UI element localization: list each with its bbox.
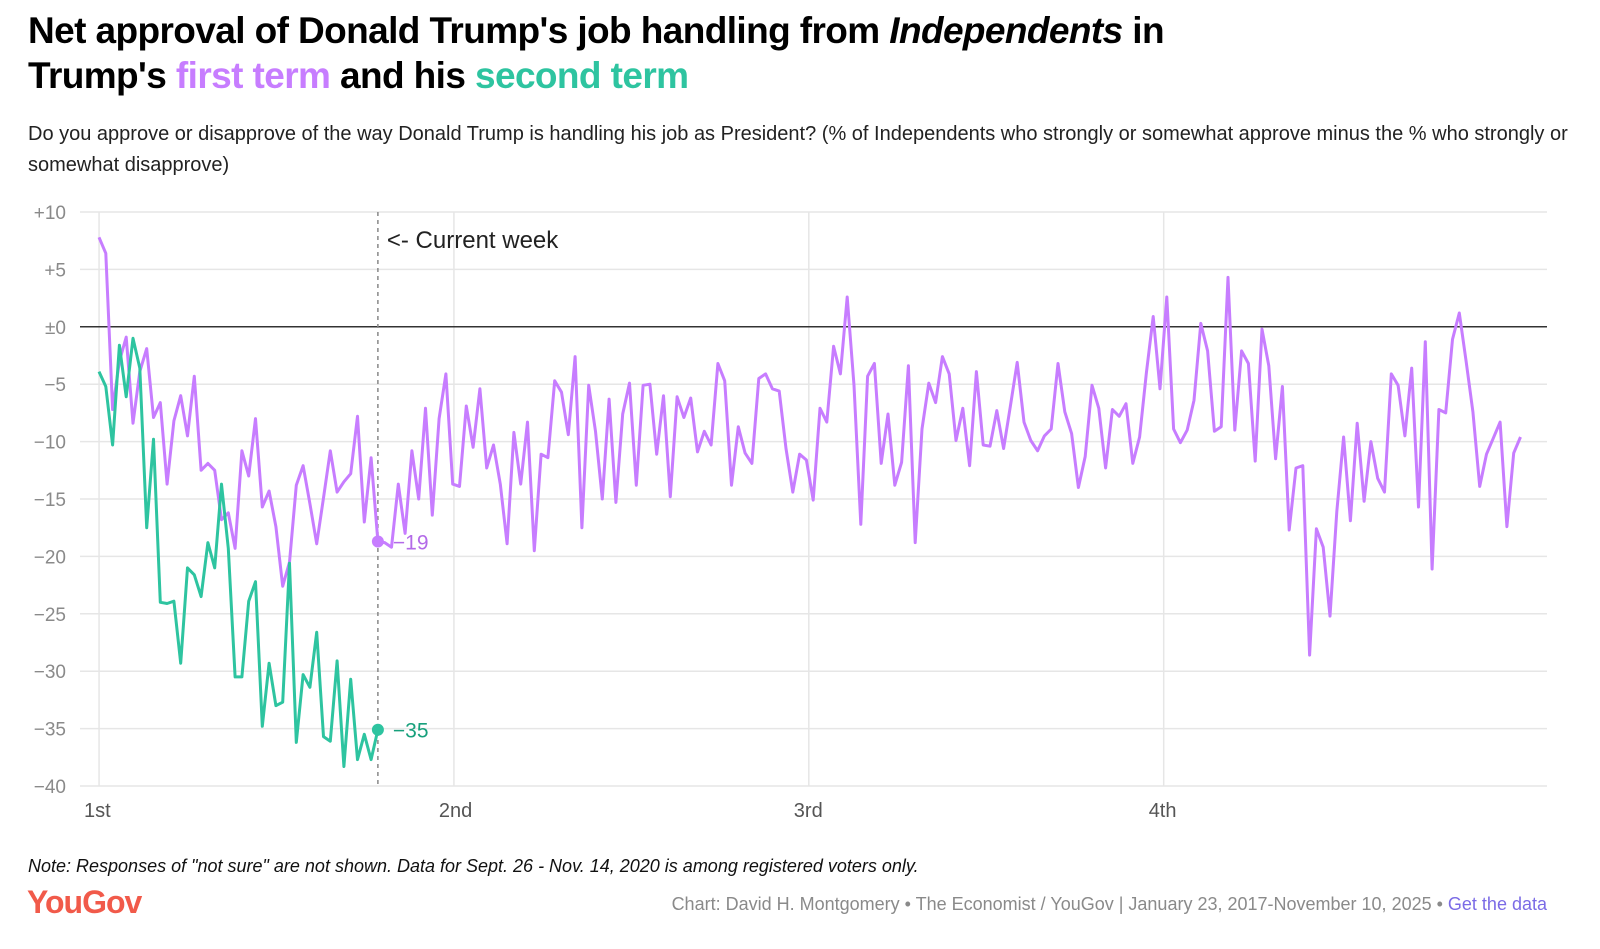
- yougov-logo: YouGov: [27, 884, 142, 920]
- chart-note: Note: Responses of "not sure" are not sh…: [28, 856, 919, 876]
- chart-credit: Chart: David H. Montgomery • The Economi…: [672, 894, 1547, 915]
- title-first-term: first term: [175, 55, 331, 96]
- title-line2b: and his: [330, 55, 475, 96]
- second-term-end-label: −35: [393, 720, 429, 743]
- y-tick-label: −35: [34, 720, 66, 741]
- get-the-data-link[interactable]: Get the data: [1447, 894, 1547, 914]
- x-tick-label: 2nd: [439, 800, 472, 822]
- x-tick-label: 1st: [84, 800, 111, 822]
- y-tick-label: −5: [44, 375, 66, 396]
- y-tick-label: −30: [34, 662, 66, 683]
- title-second-term: second term: [475, 55, 689, 96]
- y-tick-label: ±0: [45, 318, 66, 339]
- x-tick-label: 3rd: [794, 800, 823, 822]
- y-tick-label: −15: [34, 490, 66, 511]
- chart-subtitle: Do you approve or disapprove of the way …: [28, 123, 1568, 176]
- second-term-current-point: [371, 723, 384, 736]
- y-tick-label: −25: [34, 605, 66, 626]
- y-tick-label: −20: [34, 547, 66, 568]
- chart-title: Net approval of Donald Trump's job handl…: [28, 8, 1165, 98]
- y-tick-label: −40: [34, 777, 66, 798]
- first-term-end-label: −19: [393, 531, 429, 554]
- title-part1: Net approval of Donald Trump's job handl…: [28, 10, 890, 51]
- y-tick-label: −10: [34, 433, 66, 454]
- y-tick-label: +5: [44, 260, 66, 281]
- title-independents: Independents: [889, 10, 1123, 51]
- title-part2: in: [1122, 10, 1164, 51]
- first-term-line: [97, 236, 1522, 657]
- second-term-line: [97, 336, 380, 768]
- first-term-current-point: [371, 535, 384, 548]
- title-line2a: Trump's: [28, 55, 176, 96]
- credit-text: Chart: David H. Montgomery • The Economi…: [671, 894, 1448, 914]
- current-week-label: <- Current week: [387, 227, 559, 254]
- x-tick-label: 4th: [1149, 800, 1177, 822]
- y-tick-label: +10: [34, 203, 66, 224]
